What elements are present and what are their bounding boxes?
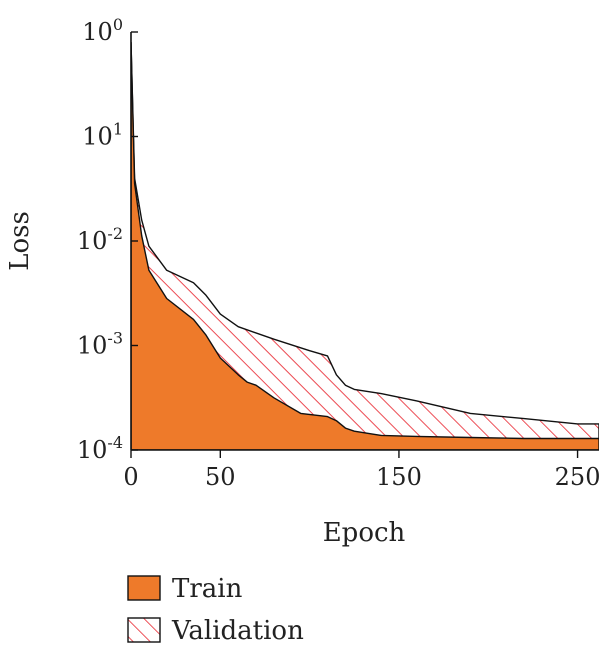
x-tick-label: 150 [376,463,422,491]
legend: Train Validation [127,574,304,646]
legend-label-validation: Validation [171,616,304,646]
x-tick-label: 250 [555,463,600,491]
x-tick-label: 50 [205,463,236,491]
y-tick-label: 10-4 [77,433,123,464]
legend-swatch-validation [127,617,161,643]
legend-swatch-train [127,575,161,601]
y-axis-title: Loss [5,211,35,271]
y-tick-label: 100 [82,15,123,46]
x-axis-title: Epoch [323,518,406,548]
legend-item-train: Train [127,574,243,604]
legend-item-validation: Validation [127,616,304,646]
y-tick-label: 10-3 [77,329,123,360]
legend-label-train: Train [172,574,243,604]
y-tick-label: 101 [82,120,123,151]
y-tick-label: 10-2 [77,224,123,255]
area-train [131,41,599,450]
x-tick-label: 0 [123,463,138,491]
area-validation [131,41,599,450]
